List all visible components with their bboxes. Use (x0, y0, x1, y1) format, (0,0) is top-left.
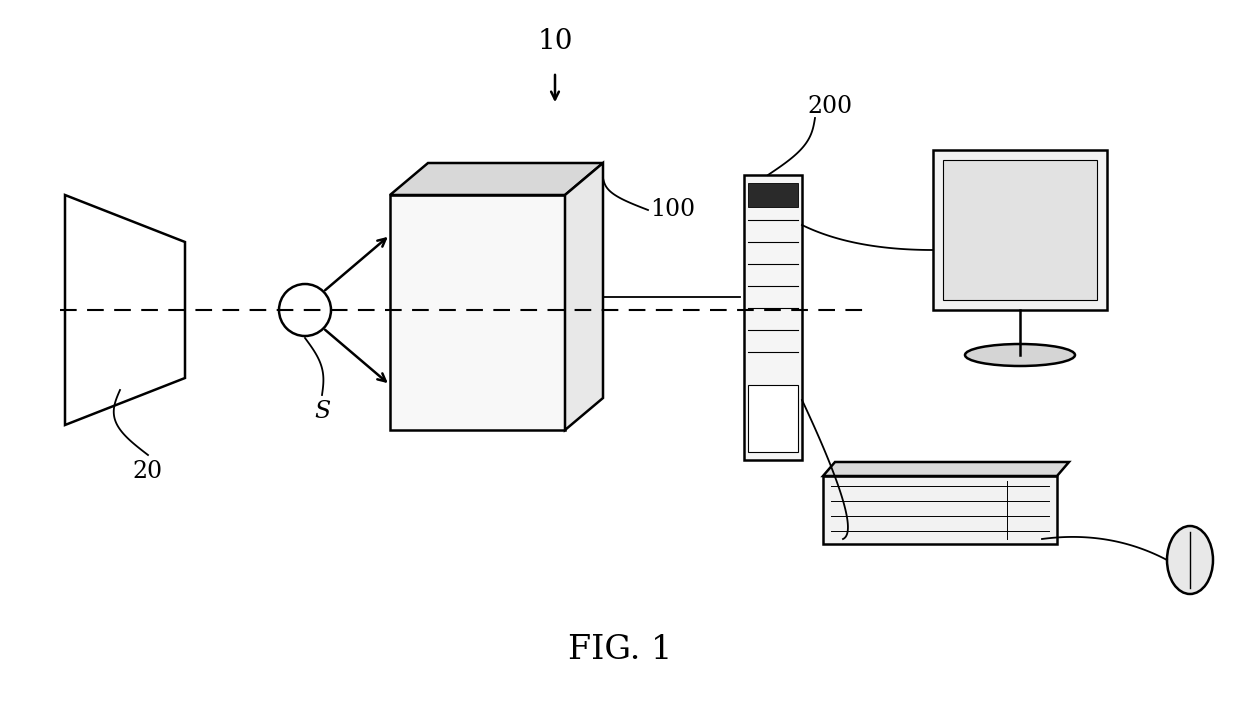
Ellipse shape (1167, 526, 1213, 594)
Text: 20: 20 (133, 460, 164, 483)
Polygon shape (932, 150, 1107, 310)
Ellipse shape (965, 344, 1075, 366)
Polygon shape (823, 462, 1069, 476)
Polygon shape (748, 183, 799, 207)
Text: FIG. 1: FIG. 1 (568, 634, 672, 666)
Text: S: S (314, 400, 330, 423)
Polygon shape (391, 163, 603, 195)
Text: 10: 10 (537, 28, 573, 55)
Polygon shape (748, 385, 799, 452)
Text: 100: 100 (650, 198, 696, 222)
Polygon shape (565, 163, 603, 430)
Polygon shape (823, 476, 1056, 544)
Text: 200: 200 (807, 95, 853, 118)
Polygon shape (942, 160, 1097, 300)
Polygon shape (391, 195, 565, 430)
Polygon shape (744, 175, 802, 460)
